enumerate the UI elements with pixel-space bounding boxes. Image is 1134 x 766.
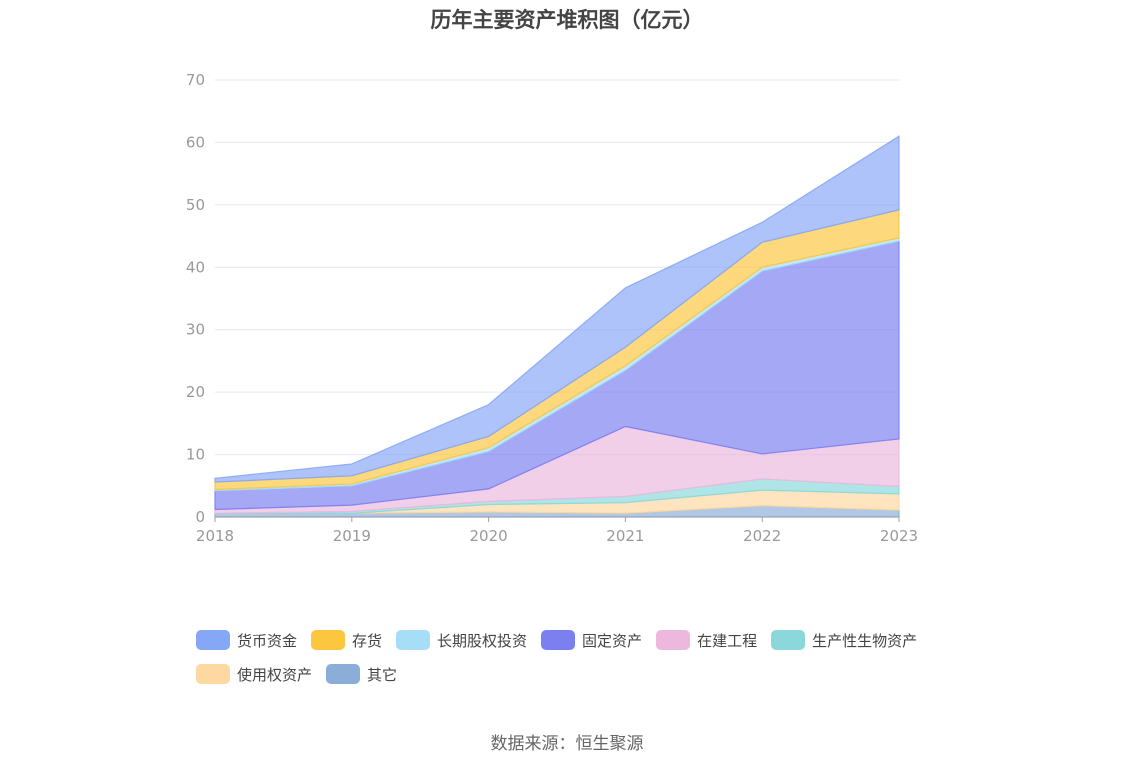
x-tick-label: 2023 — [880, 527, 918, 545]
legend-label: 存货 — [352, 631, 383, 650]
x-tick-label: 2020 — [470, 527, 508, 545]
y-axis-tick-labels: 0 10 20 30 40 50 60 70 — [186, 71, 205, 526]
legend-label: 在建工程 — [697, 631, 758, 650]
stacked-area-chart: 0 10 20 30 40 50 60 70 2018 2019 2020 2021 2022 2023 — [186, 71, 918, 545]
y-tick-label: 0 — [195, 508, 205, 526]
legend-item[interactable]: 生产性生物资产 — [771, 629, 917, 651]
legend-swatch — [396, 630, 431, 650]
x-tick-label: 2022 — [743, 527, 781, 545]
legend-swatch — [196, 664, 230, 684]
legend-label: 生产性生物资产 — [812, 631, 918, 650]
y-tick-label: 50 — [186, 196, 205, 214]
legend-label: 货币资金 — [237, 631, 298, 650]
area-series — [214, 135, 900, 518]
legend-label: 其它 — [367, 665, 398, 684]
legend-item[interactable]: 使用权资产 — [196, 663, 312, 685]
legend-label: 使用权资产 — [237, 665, 313, 684]
source-note: 数据来源：恒生聚源 — [490, 734, 644, 754]
y-tick-label: 30 — [186, 321, 205, 339]
legend-item[interactable]: 在建工程 — [656, 629, 757, 651]
legend-swatch — [771, 630, 806, 650]
legend-item[interactable]: 货币资金 — [196, 629, 297, 651]
y-tick-label: 40 — [186, 258, 205, 276]
x-tick-label: 2021 — [606, 527, 644, 545]
legend: 货币资金 存货 长期股权投资 固定资产 在建工程 生产性生物资产使用权资产 其它 — [196, 629, 956, 685]
legend-swatch — [656, 630, 691, 650]
legend-swatch — [541, 630, 576, 650]
y-tick-label: 20 — [186, 383, 205, 401]
legend-label: 长期股权投资 — [437, 631, 528, 650]
legend-swatch — [196, 630, 230, 650]
legend-swatch — [311, 630, 346, 650]
x-axis — [214, 516, 900, 522]
x-tick-label: 2019 — [333, 527, 371, 545]
x-tick-label: 2018 — [196, 527, 234, 545]
legend-label: 固定资产 — [582, 631, 643, 650]
legend-item[interactable]: 其它 — [326, 663, 397, 685]
legend-item[interactable]: 长期股权投资 — [396, 629, 527, 651]
series-area-货币资金 — [214, 135, 900, 483]
y-tick-label: 60 — [186, 133, 205, 151]
legend-item[interactable]: 存货 — [311, 629, 382, 651]
y-tick-label: 10 — [186, 446, 205, 464]
chart-title: 历年主要资产堆积图（亿元） — [430, 8, 704, 32]
legend-item[interactable]: 固定资产 — [541, 629, 642, 651]
x-axis-tick-labels: 2018 2019 2020 2021 2022 2023 — [196, 527, 918, 545]
y-tick-label: 70 — [186, 71, 205, 89]
legend-swatch — [326, 664, 361, 684]
